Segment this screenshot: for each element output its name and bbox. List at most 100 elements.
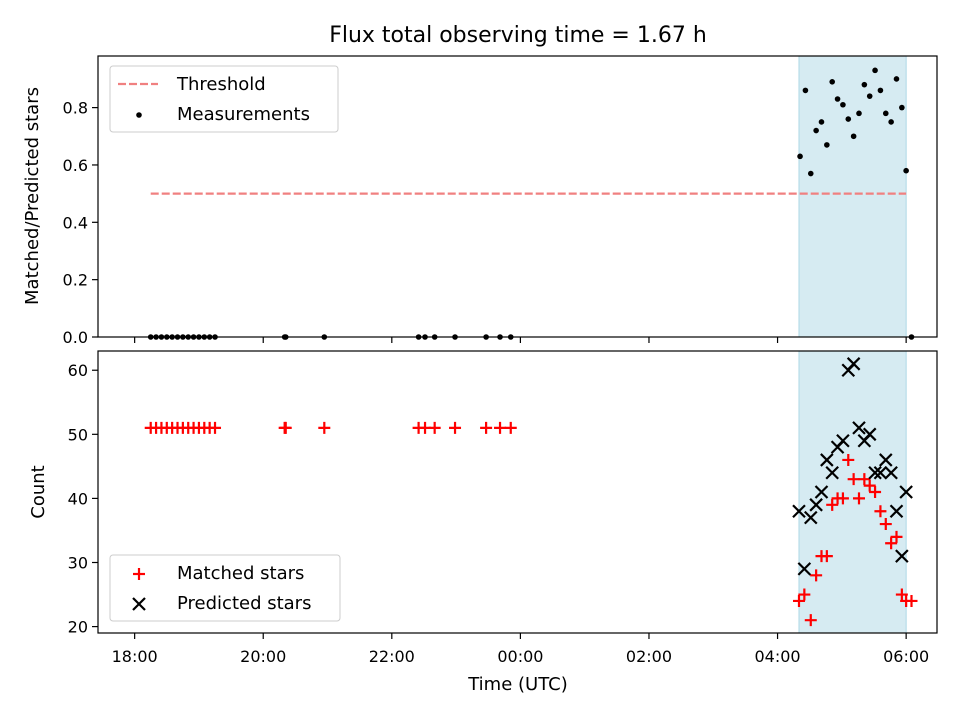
matched-stars-point (847, 473, 860, 486)
measurement-point (861, 81, 868, 88)
axes-frame (97, 350, 938, 634)
bottom-y-axis-label: Count (28, 465, 49, 518)
matched-stars-point (885, 537, 898, 550)
matched-stars-point (836, 492, 849, 505)
predicted-stars-point (895, 549, 909, 563)
matched-stars-point (869, 486, 882, 498)
matched-stars-point (905, 594, 918, 607)
measurement-point (834, 96, 841, 102)
predicted-stars-point (797, 562, 812, 576)
matched-stars-point (858, 473, 871, 486)
predicted-stars-point (809, 498, 823, 512)
matched-stars-point (826, 498, 839, 511)
predicted-stars-point (879, 453, 893, 467)
measurement-point (856, 110, 862, 117)
measurement-point (802, 87, 809, 94)
matched-stars-point (852, 492, 865, 505)
predicted-stars-point (889, 504, 904, 519)
predicted-stars-point (846, 357, 861, 371)
y-tick-label: 60 (68, 361, 88, 380)
matched-stars-point (810, 569, 823, 582)
matched-stars-point (792, 594, 805, 607)
measurement-point (845, 116, 852, 122)
measurement-point (893, 76, 900, 82)
y-tick-label: 0.8 (63, 99, 88, 118)
legend-predicted-swatch (132, 597, 146, 611)
matched-stars-point (879, 518, 892, 531)
x-tick-label: 02:00 (626, 647, 672, 666)
legend-measurements-label: Measurements (177, 104, 310, 125)
legend-matched-swatch (133, 568, 145, 580)
predicted-stars-point (825, 465, 839, 480)
y-tick-label: 0.4 (63, 213, 88, 232)
measurement-point (818, 119, 825, 125)
matched-stars-point (804, 614, 817, 627)
matched-stars-point (798, 588, 811, 601)
measurement-point (903, 167, 909, 174)
measurement-point (850, 133, 857, 140)
y-tick-label: 40 (68, 489, 88, 508)
predicted-stars-point (868, 465, 882, 480)
predicted-stars-point (792, 504, 806, 519)
measurement-point (877, 87, 884, 94)
predicted-stars-point (814, 485, 829, 499)
top-panel-ratio: 0.0 0.2 0.4 0.6 0.8 (63, 55, 938, 347)
measurement-point (829, 79, 836, 85)
legend-top: Threshold Measurements (109, 65, 339, 133)
top-y-axis-label: Matched/Predicted stars (22, 87, 43, 305)
predicted-stars-point (836, 433, 850, 448)
x-tick-label: 22:00 (369, 647, 415, 666)
legend-threshold-label: Threshold (176, 74, 266, 95)
legend-bottom: Matched stars Predicted stars (109, 554, 341, 622)
matched-stars-point (209, 421, 222, 434)
measurement-point (797, 153, 803, 160)
predicted-stars-point (820, 453, 834, 467)
matched-stars-point (863, 479, 876, 492)
y-tick-label: 0.0 (63, 328, 88, 347)
measurement-point (872, 67, 878, 74)
predicted-stars-point (803, 510, 818, 525)
matched-stars-point (504, 421, 517, 434)
measurement-point (807, 170, 814, 177)
measurement-point (882, 110, 889, 117)
matched-stars-point (494, 421, 507, 434)
matched-stars-point (449, 421, 462, 434)
matched-stars-point (820, 550, 833, 563)
axes-frame (97, 55, 938, 338)
matched-stars-point (318, 421, 331, 434)
predicted-stars-point (873, 465, 888, 480)
predicted-stars-point (862, 427, 877, 442)
measurement-point (813, 127, 819, 134)
matched-stars-point (428, 421, 441, 434)
x-tick-label: 18:00 (112, 647, 158, 666)
y-tick-label: 0.6 (63, 156, 88, 175)
matched-stars-point (480, 421, 493, 434)
y-tick-label: 50 (68, 425, 88, 444)
matched-stars-point (842, 453, 855, 466)
matched-stars-point (874, 505, 887, 518)
measurement-point (866, 93, 873, 99)
predicted-stars-point (852, 421, 866, 435)
y-tick-label: 20 (68, 618, 88, 637)
x-tick-label: 00:00 (497, 647, 543, 666)
matched-stars-point (895, 588, 908, 601)
x-axis-label: Time (UTC) (467, 674, 568, 695)
legend-predicted-label: Predicted stars (177, 593, 311, 614)
matched-stars-point (890, 530, 903, 543)
chart-title: Flux total observing time = 1.67 h (329, 23, 707, 48)
x-tick-label: 04:00 (755, 647, 801, 666)
measurement-point (824, 142, 830, 148)
predicted-stars-point (899, 485, 913, 499)
observing-window-band (798, 55, 907, 338)
measurement-point (899, 104, 905, 111)
y-tick-label: 0.2 (63, 271, 88, 290)
predicted-stars-point (884, 465, 898, 480)
legend-matched-label: Matched stars (177, 563, 304, 584)
x-tick-label: 20:00 (240, 647, 286, 666)
measurement-point (888, 119, 894, 125)
bottom-panel-count: 20 30 40 50 60 18:00 20:00 22:00 00:00 02:00 04:00… (68, 350, 938, 666)
legend-measurements-swatch (136, 112, 142, 118)
y-tick-label: 30 (68, 554, 88, 573)
matched-stars-point (279, 421, 292, 434)
